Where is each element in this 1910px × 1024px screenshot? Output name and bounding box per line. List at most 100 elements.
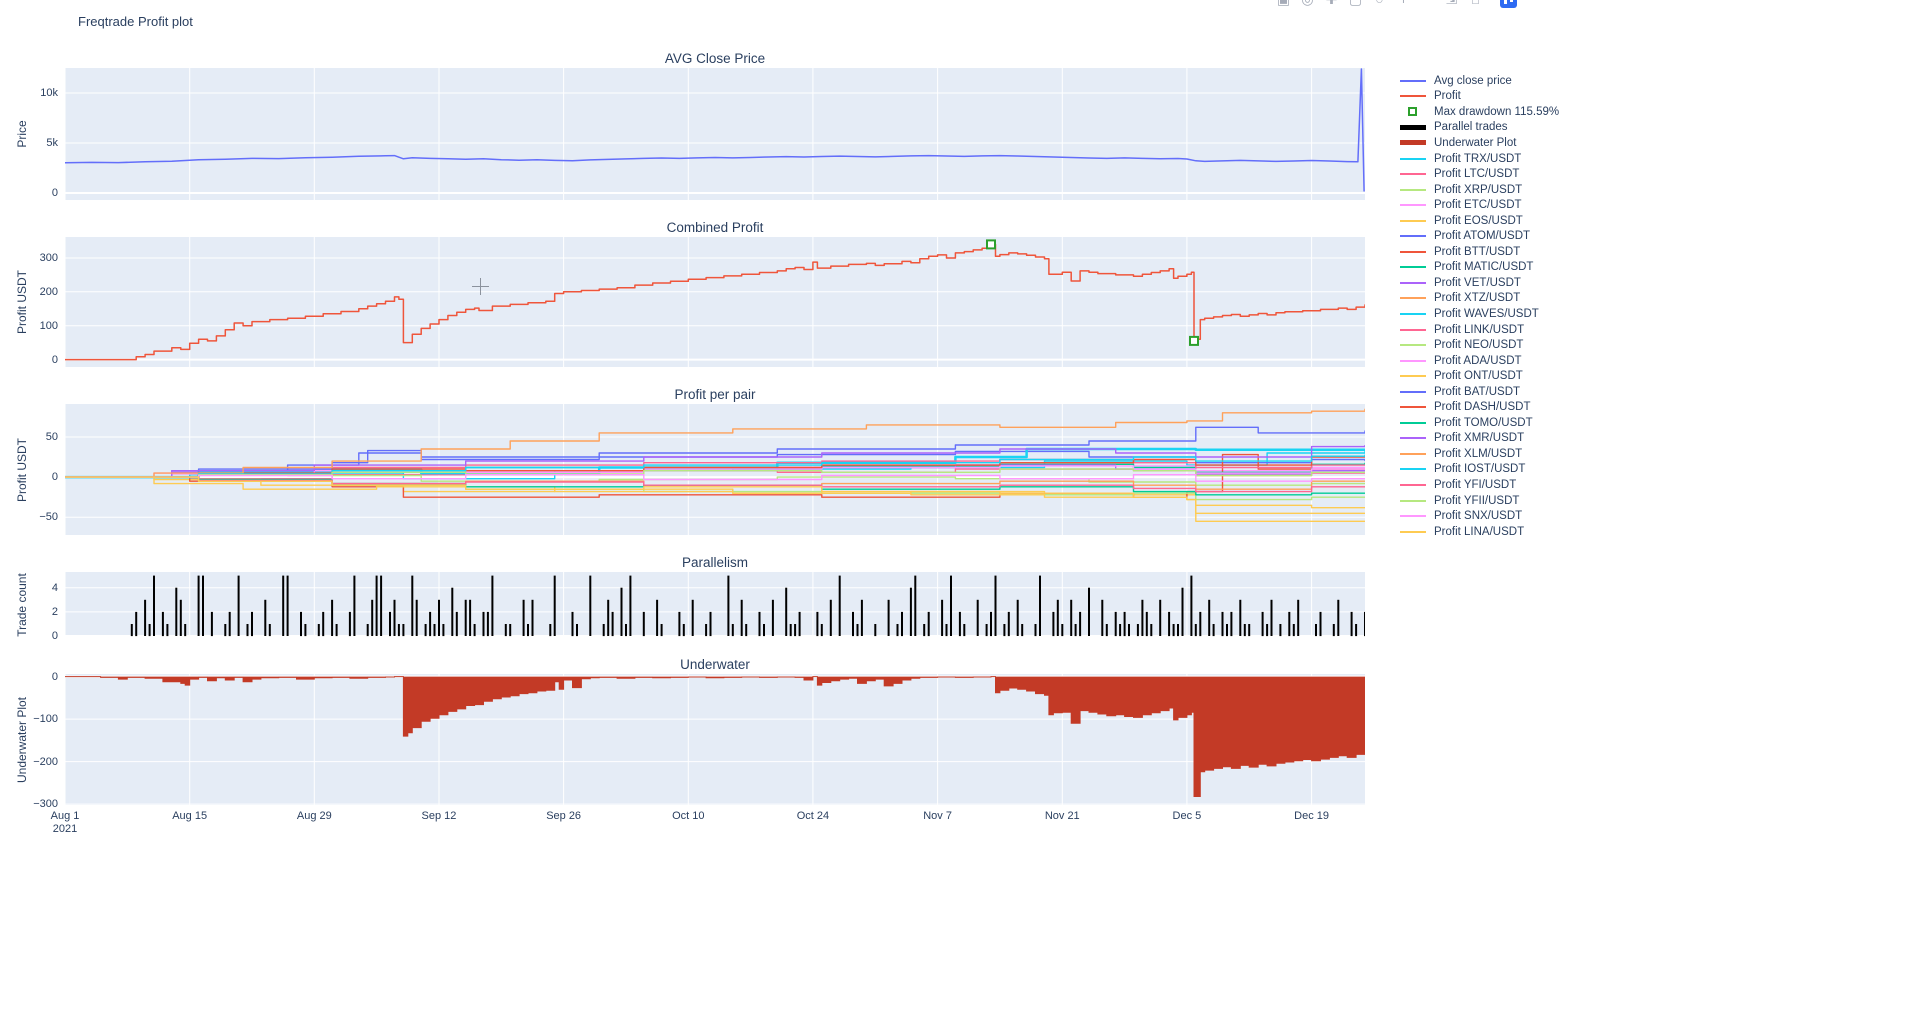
- legend-label: Profit LINA/USDT: [1434, 525, 1525, 538]
- legend-item[interactable]: Profit VET/USDT: [1400, 275, 1559, 291]
- legend-line-sample: [1400, 250, 1426, 253]
- y-tick-label-profit: 200: [39, 285, 58, 298]
- legend-line-sample: [1400, 173, 1426, 176]
- legend-line-sample: [1400, 312, 1426, 315]
- legend-item[interactable]: Max drawdown 115.59%: [1400, 104, 1559, 120]
- legend-item[interactable]: Profit NEO/USDT: [1400, 337, 1559, 353]
- legend-label: Profit NEO/USDT: [1434, 339, 1524, 352]
- y-tick-label-profit: 0: [51, 353, 58, 366]
- legend-item[interactable]: Profit ONT/USDT: [1400, 368, 1559, 384]
- camera-icon[interactable]: ▣: [1276, 0, 1291, 7]
- y-tick-label-profit: 100: [39, 319, 58, 332]
- legend-label: Max drawdown 115.59%: [1434, 105, 1560, 118]
- y-tick-label-parallel: 0: [51, 630, 58, 643]
- legend-line-sample: [1400, 204, 1426, 207]
- legend-item[interactable]: Avg close price: [1400, 73, 1559, 89]
- plot-svg-under: [65, 674, 1365, 805]
- legend-label: Profit ATOM/USDT: [1434, 230, 1531, 243]
- autoscale-icon[interactable]: ⇲: [1444, 0, 1459, 7]
- legend-item[interactable]: Profit ADA/USDT: [1400, 353, 1559, 369]
- lasso-select-icon[interactable]: ○: [1372, 0, 1387, 7]
- legend-item[interactable]: Profit XRP/USDT: [1400, 182, 1559, 198]
- chart-title-parallel: Parallelism: [681, 555, 749, 570]
- legend-line-sample: [1400, 235, 1426, 238]
- plot-area-parallel[interactable]: [65, 572, 1365, 637]
- legend-item[interactable]: Profit XTZ/USDT: [1400, 291, 1559, 307]
- legend-swatch-line: [1400, 250, 1430, 253]
- page-title: Freqtrade Profit plot: [78, 14, 193, 29]
- legend-swatch-line: [1400, 515, 1430, 518]
- y-tick-label-under: −100: [33, 713, 58, 726]
- y-tick-label-parallel: 4: [51, 581, 58, 594]
- zoom-out-icon[interactable]: −: [1420, 0, 1435, 7]
- legend-label: Profit LINK/USDT: [1434, 323, 1525, 336]
- legend-item[interactable]: Profit YFII/USDT: [1400, 493, 1559, 509]
- legend-item[interactable]: Profit EOS/USDT: [1400, 213, 1559, 229]
- reset-axes-icon[interactable]: ⌂: [1468, 0, 1483, 7]
- legend-label: Profit WAVES/USDT: [1434, 307, 1539, 320]
- legend-item[interactable]: Profit LINK/USDT: [1400, 322, 1559, 338]
- legend-item[interactable]: Profit LINA/USDT: [1400, 524, 1559, 540]
- legend-item[interactable]: Profit WAVES/USDT: [1400, 306, 1559, 322]
- legend-item[interactable]: Profit IOST/USDT: [1400, 462, 1559, 478]
- legend-swatch-line: [1400, 530, 1430, 533]
- pan-icon[interactable]: ✚: [1324, 0, 1339, 7]
- y-tick-label-pairs: 0: [51, 471, 58, 484]
- legend-item[interactable]: Profit TRX/USDT: [1400, 151, 1559, 167]
- plot-area-profit[interactable]: [65, 237, 1365, 367]
- box-select-icon[interactable]: ▢: [1348, 0, 1363, 7]
- legend-item[interactable]: Profit BTT/USDT: [1400, 244, 1559, 260]
- legend-item[interactable]: Profit XLM/USDT: [1400, 446, 1559, 462]
- legend-item[interactable]: Profit ETC/USDT: [1400, 197, 1559, 213]
- legend-label: Profit XLM/USDT: [1434, 447, 1523, 460]
- mouse-crosshair-icon: [472, 278, 489, 295]
- legend-swatch-line: [1400, 188, 1430, 191]
- legend-item[interactable]: Profit: [1400, 89, 1559, 105]
- legend-item[interactable]: Profit BAT/USDT: [1400, 384, 1559, 400]
- legend-line-sample: [1400, 421, 1426, 424]
- legend-item[interactable]: Underwater Plot: [1400, 135, 1559, 151]
- legend-swatch-line: [1400, 390, 1430, 393]
- legend-swatch-line: [1400, 406, 1430, 409]
- legend: Avg close price Profit Max drawdown 115.59…: [1400, 73, 1559, 539]
- legend-swatch-line: [1400, 437, 1430, 440]
- legend-line-sample: [1400, 157, 1426, 160]
- plot-area-price[interactable]: [65, 68, 1365, 200]
- legend-item[interactable]: Profit LTC/USDT: [1400, 166, 1559, 182]
- max-drawdown-marker: [986, 239, 996, 250]
- legend-label: Profit TRX/USDT: [1434, 152, 1522, 165]
- legend-item[interactable]: Profit MATIC/USDT: [1400, 260, 1559, 276]
- zoom-in-icon[interactable]: +: [1396, 0, 1411, 7]
- y-tick-label-pairs: 50: [45, 430, 58, 443]
- y-tick-label-under: −300: [33, 798, 58, 811]
- legend-label: Profit: [1434, 90, 1461, 103]
- legend-label: Profit VET/USDT: [1434, 276, 1521, 289]
- legend-item[interactable]: Profit ATOM/USDT: [1400, 228, 1559, 244]
- legend-swatch-line: [1400, 157, 1430, 160]
- legend-line-sample: [1400, 328, 1426, 331]
- plot-area-under[interactable]: [65, 674, 1365, 805]
- y-axis-title-under: Underwater Plot: [15, 696, 29, 783]
- zoom-icon[interactable]: ◎: [1300, 0, 1315, 7]
- plot-area-pairs[interactable]: [65, 404, 1365, 535]
- legend-swatch-line: [1400, 235, 1430, 238]
- plot-svg-parallel: [65, 572, 1365, 637]
- max-drawdown-marker: [1189, 335, 1199, 346]
- legend-line-sample: [1400, 530, 1426, 533]
- legend-item[interactable]: Profit TOMO/USDT: [1400, 415, 1559, 431]
- y-tick-label-price: 10k: [40, 87, 58, 99]
- legend-swatch-line: [1400, 297, 1430, 300]
- legend-item[interactable]: Profit YFI/USDT: [1400, 477, 1559, 493]
- legend-item[interactable]: Profit SNX/USDT: [1400, 508, 1559, 524]
- legend-label: Parallel trades: [1434, 121, 1508, 134]
- plotly-logo-icon[interactable]: [1500, 0, 1517, 8]
- legend-line-sample: [1400, 266, 1426, 269]
- legend-item[interactable]: Parallel trades: [1400, 120, 1559, 136]
- legend-label: Profit ADA/USDT: [1434, 354, 1522, 367]
- x-tick-label: Sep 26: [546, 810, 582, 822]
- legend-swatch-line: [1400, 421, 1430, 424]
- legend-item[interactable]: Profit DASH/USDT: [1400, 399, 1559, 415]
- legend-swatch-square: [1400, 107, 1430, 117]
- legend-item[interactable]: Profit XMR/USDT: [1400, 431, 1559, 447]
